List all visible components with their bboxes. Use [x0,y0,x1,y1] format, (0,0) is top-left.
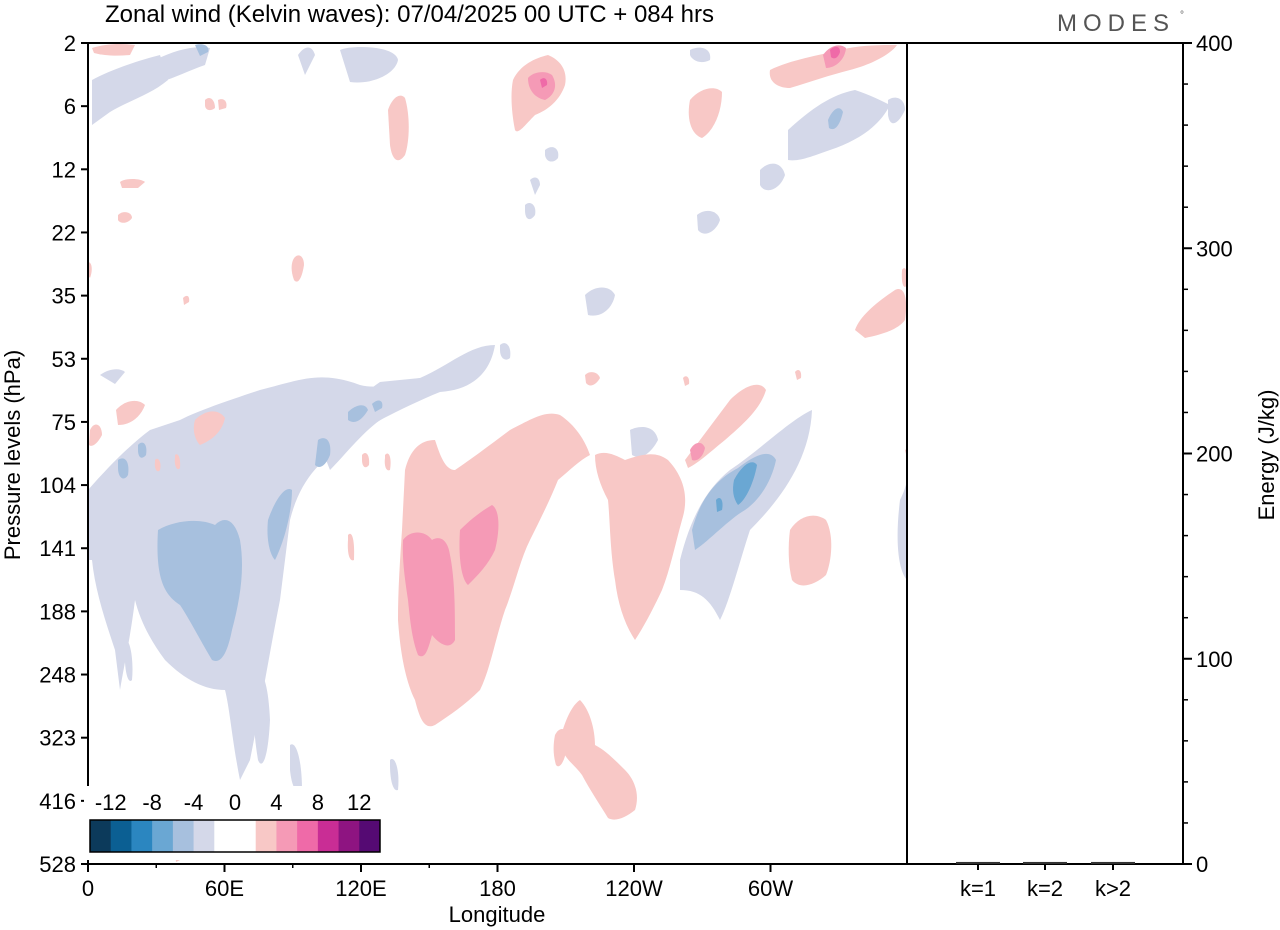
energy-axis: 0 100 200 300 400 [1183,31,1233,877]
colorbar-swatch [359,820,381,852]
positive-anomaly-dark [540,46,840,88]
colorbar-swatch [317,820,340,852]
colorbar-swatch [90,820,112,852]
colorbar: -12 -8 -4 0 4 8 12 [84,786,386,860]
positive-anomaly-light [88,44,907,862]
positive-anomaly-medium [402,45,846,657]
longitude-tick-label: 120E [335,876,386,901]
energy-bar [956,861,1000,864]
energy-tick-label: 300 [1196,236,1233,261]
pressure-tick-label: 141 [39,536,76,561]
colorbar-swatch [338,820,360,852]
colorbar-swatch [235,820,257,852]
longitude-axis: 0 60E 120E 180 120W 60W [82,864,793,901]
brand-text: MODES [1057,10,1175,37]
colorbar-swatch [131,820,153,852]
negative-anomaly-medium [118,44,843,661]
longitude-tick-label: 180 [479,876,516,901]
pressure-tick-label: 53 [52,347,76,372]
colorbar-swatch [172,820,195,852]
colorbar-label: -4 [184,790,204,815]
pressure-tick-label: 323 [39,726,76,751]
pressure-tick-label: 416 [39,789,76,814]
colorbar-swatch [152,820,174,852]
colorbar-swatch [255,820,277,852]
colorbar-label: 4 [270,790,282,815]
wind-field [88,44,907,862]
wavenumber-label: k=2 [1027,876,1063,901]
pressure-tick-label: 75 [52,410,76,435]
energy-plot-frame [906,42,1184,865]
colorbar-label: -12 [95,790,127,815]
pressure-tick-label: 35 [52,284,76,309]
colorbar-labels: -12 -8 -4 0 4 8 12 [95,790,372,815]
energy-bar [1023,861,1067,864]
colorbar-label: 8 [312,790,324,815]
longitude-tick-label: 120W [605,876,663,901]
colorbar-swatch [297,820,319,852]
colorbar-swatch [276,820,298,852]
pressure-tick-label: 528 [39,852,76,877]
brand-mark: ° [1180,10,1184,21]
modes-logo: MODES ° [1057,10,1184,37]
pressure-tick-label: 188 [39,599,76,624]
energy-bar [1091,861,1135,864]
energy-tick-label: 400 [1196,31,1233,56]
wavenumber-label: k>2 [1095,876,1131,901]
wavenumber-axis: k=1 k=2 k>2 [960,864,1131,901]
y-axis-label: Pressure levels (hPa) [0,350,25,560]
longitude-tick-label: 0 [82,876,94,901]
energy-tick-label: 0 [1196,852,1208,877]
energy-axis-label: Energy (J/kg) [1254,390,1279,521]
colorbar-swatches [89,819,381,853]
colorbar-label: 0 [229,790,241,815]
pressure-tick-label: 12 [52,157,76,182]
colorbar-swatch [193,820,215,852]
wavenumber-label: k=1 [960,876,996,901]
colorbar-outline [89,819,381,853]
colorbar-swatch [214,820,236,852]
negative-anomaly-light [88,47,907,792]
x-axis-label: Longitude [449,902,546,927]
negative-anomaly-dark [716,462,757,512]
colorbar-label: 12 [347,790,371,815]
colorbar-label: -8 [142,790,162,815]
energy-bars [956,861,1135,864]
pressure-tick-label: 2 [64,31,76,56]
longitude-tick-label: 60E [205,876,244,901]
chart-title: Zonal wind (Kelvin waves): 07/04/2025 00… [105,1,714,28]
pressure-tick-label: 248 [39,663,76,688]
pressure-tick-label: 6 [64,94,76,119]
pressure-tick-label: 22 [52,220,76,245]
colorbar-swatch [110,820,132,852]
pressure-tick-label: 104 [39,473,76,498]
pressure-axis: 2 6 12 22 35 53 75 104 141 188 248 323 416 528 [39,31,88,877]
energy-tick-label: 200 [1196,442,1233,467]
longitude-tick-label: 60W [748,876,793,901]
energy-tick-label: 100 [1196,647,1233,672]
